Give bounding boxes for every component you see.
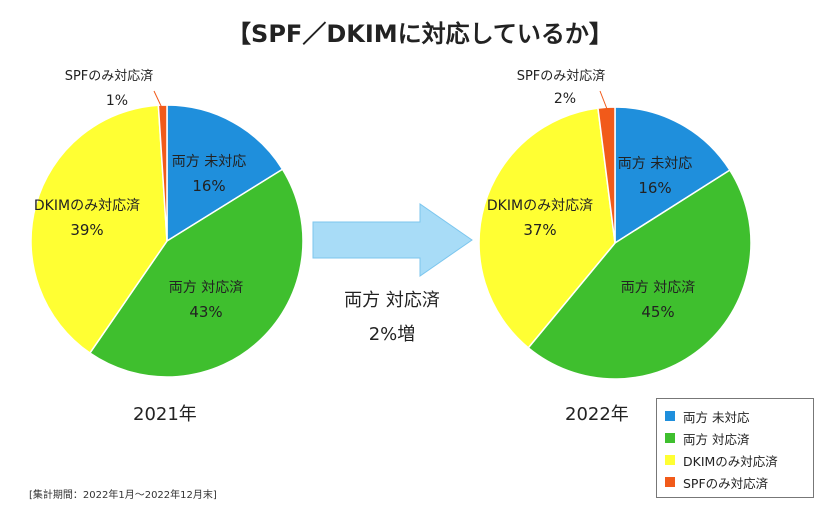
leader-line xyxy=(599,90,608,110)
legend-swatch xyxy=(665,477,675,487)
legend-label: DKIMのみ対応済 xyxy=(683,453,778,469)
legend-swatch xyxy=(665,455,675,465)
legend-item: 両方 未対応 xyxy=(665,405,805,427)
pie-chart-2022: 両方 未対応 16% 両方 対応済 45% DKIMのみ対応済 37% SPFのみ対応済 2% xyxy=(478,68,752,380)
slice-percent-label: 16% xyxy=(192,177,225,195)
pie-slice xyxy=(88,168,304,378)
slice-percent-label: 39% xyxy=(70,221,103,239)
legend-item: 両方 対応済 xyxy=(665,427,805,449)
slice-category-label: SPFのみ対応済 xyxy=(517,68,606,84)
legend: 両方 未対応 両方 対応済 DKIMのみ対応済 SPFのみ対応済 xyxy=(656,398,814,498)
slice-percent-label: 2% xyxy=(554,91,576,107)
slice-percent-label: 16% xyxy=(638,179,671,197)
year-label-2021: 2021年 xyxy=(133,404,197,425)
pie-slice xyxy=(157,104,168,242)
legend-item: SPFのみ対応済 xyxy=(665,471,805,493)
slice-percent-label: 45% xyxy=(641,303,674,321)
annotation-line-1: 両方 対応済 xyxy=(344,290,440,311)
slice-percent-label: 37% xyxy=(523,221,556,239)
pie-slice xyxy=(614,106,731,245)
slice-category-label: SPFのみ対応済 xyxy=(65,68,154,84)
slice-category-label: 両方 未対応 xyxy=(172,154,246,170)
pie-slice xyxy=(166,104,284,243)
slice-category-label: 両方 対応済 xyxy=(621,280,695,296)
leader-line xyxy=(153,90,163,109)
footnote: [集計期間：2022年1月〜2022年12月末] xyxy=(29,490,217,501)
slice-category-label: DKIMのみ対応済 xyxy=(487,198,593,214)
year-label-2022: 2022年 xyxy=(565,404,629,425)
legend-label: SPFのみ対応済 xyxy=(683,475,769,491)
slice-category-label: 両方 未対応 xyxy=(618,156,692,172)
pie-chart-2021: 両方 未対応 16% 両方 対応済 43% DKIMのみ対応済 39% SPFのみ対応済 1% xyxy=(30,68,304,378)
pie-slice xyxy=(527,169,752,380)
slice-percent-label: 43% xyxy=(189,303,222,321)
chart-title: 【SPF／DKIMに対応しているか】 xyxy=(227,20,613,48)
slice-category-label: 両方 対応済 xyxy=(169,280,243,296)
annotation-line-2: 2%増 xyxy=(369,324,416,345)
pie-slice xyxy=(30,104,168,355)
slice-percent-label: 1% xyxy=(106,93,128,109)
legend-swatch xyxy=(665,433,675,443)
slice-category-label: DKIMのみ対応済 xyxy=(34,198,140,214)
legend-label: 両方 対応済 xyxy=(683,431,750,447)
legend-item: DKIMのみ対応済 xyxy=(665,449,805,471)
pie-slice xyxy=(478,107,616,349)
legend-label: 両方 未対応 xyxy=(683,409,750,425)
legend-swatch xyxy=(665,411,675,421)
transition-arrow xyxy=(312,203,473,277)
